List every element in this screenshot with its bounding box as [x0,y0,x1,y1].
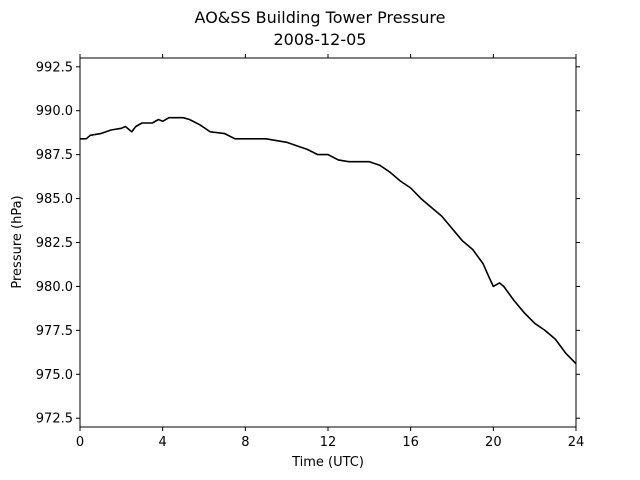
y-tick-label: 990.0 [36,104,73,119]
x-tick-label: 0 [76,435,84,450]
y-tick-label: 980.0 [36,280,73,295]
y-axis-label: Pressure (hPa) [10,195,25,288]
y-tick-label: 972.5 [36,412,73,427]
y-tick-label: 982.5 [36,236,73,251]
x-tick-label: 20 [485,435,502,450]
y-tick-label: 987.5 [36,148,73,163]
y-tick-label: 975.0 [36,368,73,383]
y-axis-ticks: 972.5 975.0 977.5 980.0 982.5 985.0 987.5 990.0… [36,60,580,427]
chart-subtitle: 2008-12-05 [274,30,367,49]
x-axis-label: Time (UTC) [291,455,364,470]
plot-area-frame [79,57,577,428]
x-tick-label: 8 [241,435,249,450]
pressure-series-line [80,116,577,365]
x-tick-label: 12 [320,435,337,450]
x-tick-label: 16 [402,435,419,450]
x-tick-label: 4 [159,435,167,450]
x-tick-label: 24 [568,435,585,450]
x-axis-ticks: 0 4 8 12 16 20 24 [76,54,584,450]
y-tick-label: 977.5 [36,324,73,339]
y-tick-label: 985.0 [36,192,73,207]
chart-title: AO&SS Building Tower Pressure [195,8,446,27]
y-tick-label: 992.5 [36,60,73,75]
